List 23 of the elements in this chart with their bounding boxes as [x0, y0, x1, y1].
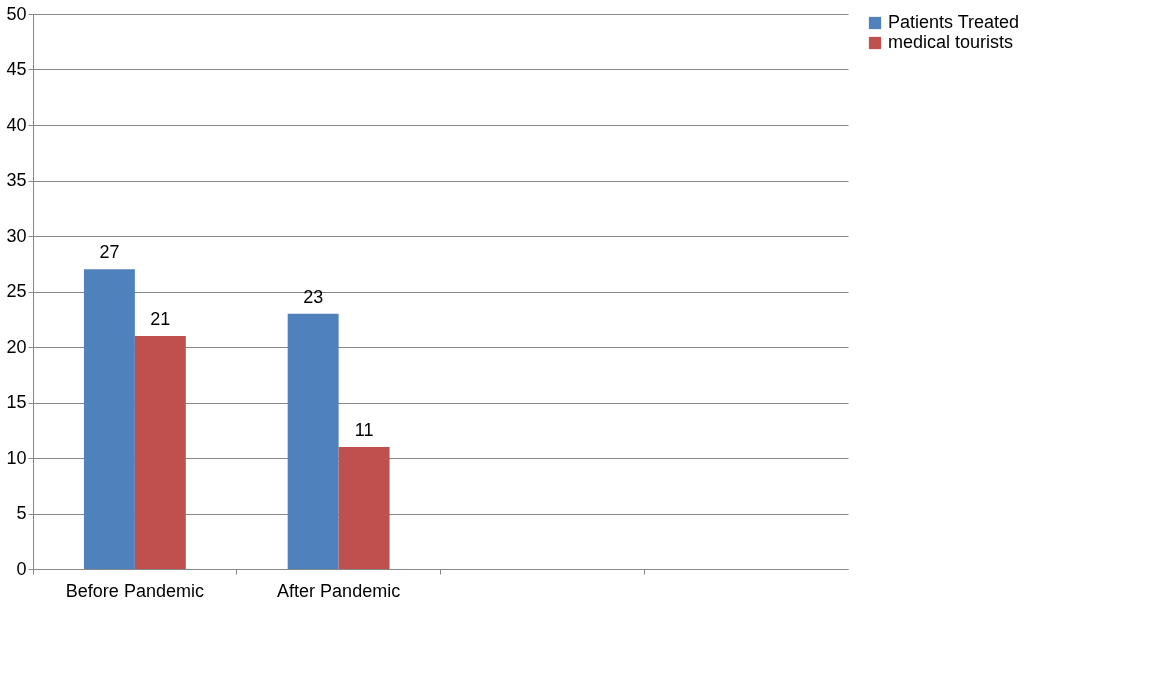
y-tick-label: 20	[6, 336, 27, 357]
y-tick-label: 10	[6, 447, 27, 468]
legend-label: Patients Treated	[888, 12, 1020, 32]
y-tick-label: 40	[6, 114, 27, 135]
data-label: 23	[303, 286, 324, 307]
x-tick-label: Before Pandemic	[65, 580, 204, 601]
x-tick-label: After Pandemic	[277, 580, 401, 601]
bar	[338, 446, 390, 569]
y-tick-label: 15	[6, 392, 27, 412]
y-tick-label: 5	[16, 503, 27, 523]
data-label: 27	[99, 242, 120, 263]
y-tick-label: 45	[6, 59, 27, 79]
bar	[134, 335, 186, 569]
y-tick-label: 30	[6, 225, 27, 246]
y-tick-label: 0	[16, 558, 27, 579]
bar	[287, 313, 339, 569]
data-label: 21	[150, 308, 171, 329]
bar	[83, 269, 135, 569]
y-tick-label: 50	[6, 3, 27, 24]
legend-label: medical tourists	[888, 32, 1014, 52]
data-label: 11	[354, 419, 374, 440]
y-tick-label: 25	[6, 281, 27, 301]
y-tick-label: 35	[6, 170, 27, 190]
